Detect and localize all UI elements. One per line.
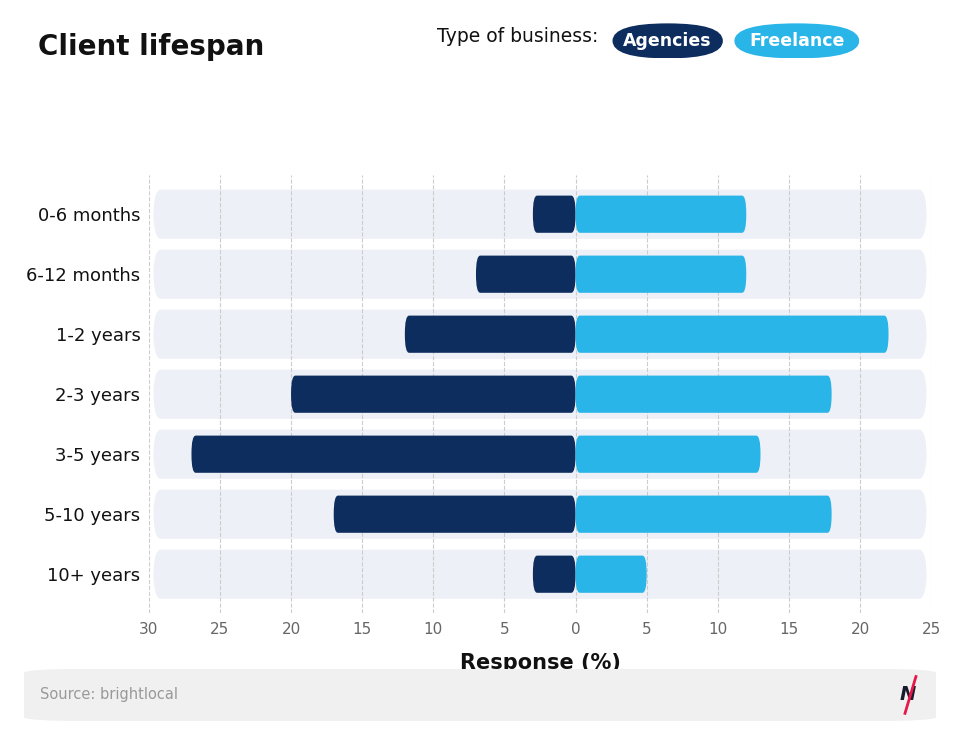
- FancyBboxPatch shape: [153, 250, 927, 299]
- FancyBboxPatch shape: [734, 23, 859, 58]
- FancyBboxPatch shape: [153, 429, 927, 479]
- FancyBboxPatch shape: [533, 556, 576, 593]
- FancyBboxPatch shape: [291, 376, 576, 412]
- Text: Source: brightlocal: Source: brightlocal: [40, 688, 179, 702]
- FancyBboxPatch shape: [24, 669, 936, 721]
- Text: N: N: [900, 685, 916, 704]
- FancyBboxPatch shape: [612, 23, 723, 58]
- Text: Client lifespan: Client lifespan: [38, 33, 265, 61]
- FancyBboxPatch shape: [334, 496, 576, 533]
- FancyBboxPatch shape: [576, 556, 647, 593]
- FancyBboxPatch shape: [576, 436, 760, 473]
- Text: Type of business:: Type of business:: [437, 27, 598, 46]
- FancyBboxPatch shape: [153, 310, 927, 359]
- Text: Agencies: Agencies: [623, 32, 712, 50]
- FancyBboxPatch shape: [576, 255, 746, 293]
- FancyBboxPatch shape: [576, 196, 746, 233]
- FancyBboxPatch shape: [576, 376, 831, 412]
- FancyBboxPatch shape: [153, 369, 927, 419]
- FancyBboxPatch shape: [576, 315, 889, 353]
- FancyBboxPatch shape: [191, 436, 576, 473]
- FancyBboxPatch shape: [153, 490, 927, 539]
- FancyBboxPatch shape: [533, 196, 576, 233]
- X-axis label: Response (%): Response (%): [460, 653, 620, 673]
- FancyBboxPatch shape: [153, 190, 927, 239]
- FancyBboxPatch shape: [405, 315, 576, 353]
- FancyBboxPatch shape: [153, 550, 927, 599]
- Text: Freelance: Freelance: [749, 32, 845, 50]
- FancyBboxPatch shape: [576, 496, 831, 533]
- FancyBboxPatch shape: [476, 255, 576, 293]
